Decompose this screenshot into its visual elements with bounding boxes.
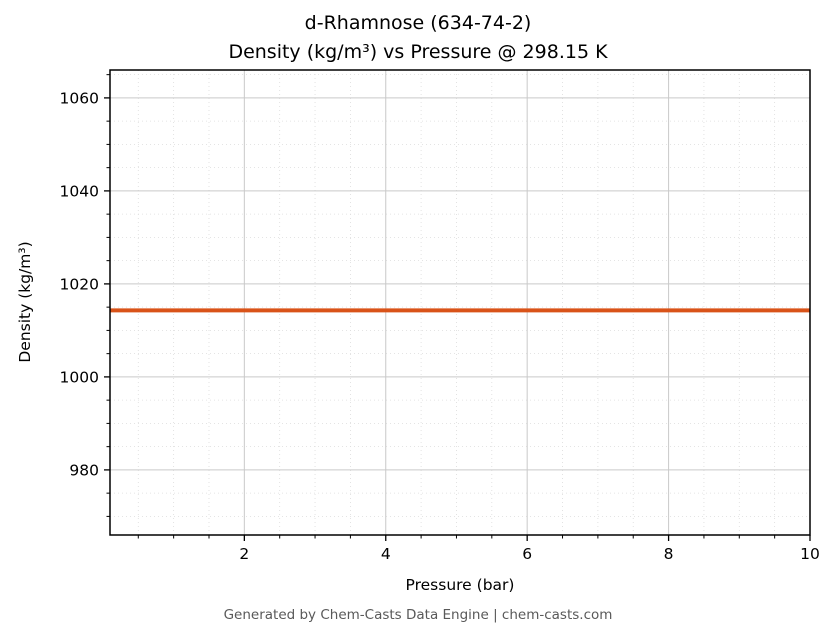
x-tick-label: 4 <box>381 545 391 563</box>
y-tick-label: 1060 <box>60 89 99 107</box>
x-tick-label: 6 <box>522 545 532 563</box>
y-tick-label: 1040 <box>60 182 99 200</box>
y-tick-label: 980 <box>69 461 99 479</box>
chart-title-line1: d-Rhamnose (634-74-2) <box>304 12 532 34</box>
footer-credit: Generated by Chem-Casts Data Engine | ch… <box>223 607 613 623</box>
x-tick-label: 10 <box>800 545 820 563</box>
y-axis-label: Density (kg/m³) <box>16 241 34 363</box>
x-axis-label: Pressure (bar) <box>405 576 515 594</box>
y-tick-label: 1000 <box>60 368 99 386</box>
y-tick-label: 1020 <box>60 275 99 293</box>
x-tick-label: 2 <box>239 545 249 563</box>
chart-title: d-Rhamnose (634-74-2) Density (kg/m³) vs… <box>0 9 836 66</box>
chart-title-line2: Density (kg/m³) vs Pressure @ 298.15 K <box>228 40 608 63</box>
x-tick-label: 8 <box>664 545 674 563</box>
